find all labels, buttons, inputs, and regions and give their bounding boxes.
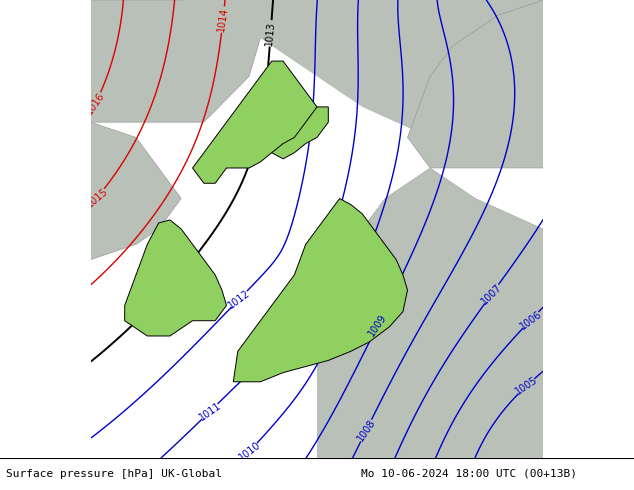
Polygon shape xyxy=(125,220,226,336)
Polygon shape xyxy=(408,0,543,168)
Text: 1014: 1014 xyxy=(216,7,230,32)
Polygon shape xyxy=(91,0,543,137)
Polygon shape xyxy=(317,229,543,458)
Text: 1005: 1005 xyxy=(514,375,540,397)
Text: Surface pressure [hPa] UK-Global: Surface pressure [hPa] UK-Global xyxy=(6,469,223,479)
Polygon shape xyxy=(362,168,543,458)
Text: Mo 10-06-2024 18:00 UTC (00+13B): Mo 10-06-2024 18:00 UTC (00+13B) xyxy=(361,469,578,479)
Text: 1008: 1008 xyxy=(355,417,377,443)
Text: 1016: 1016 xyxy=(84,91,107,116)
Text: 1012: 1012 xyxy=(226,288,252,310)
Text: 1006: 1006 xyxy=(518,309,543,331)
Text: 1010: 1010 xyxy=(236,440,262,463)
Polygon shape xyxy=(215,107,328,168)
Text: 1011: 1011 xyxy=(197,400,223,422)
Polygon shape xyxy=(233,198,408,382)
Polygon shape xyxy=(91,0,272,122)
Polygon shape xyxy=(193,61,317,183)
Text: 1013: 1013 xyxy=(264,21,277,46)
Text: 1009: 1009 xyxy=(366,312,389,338)
Text: 1007: 1007 xyxy=(479,282,504,306)
Text: 1015: 1015 xyxy=(84,186,110,209)
Polygon shape xyxy=(91,122,181,260)
